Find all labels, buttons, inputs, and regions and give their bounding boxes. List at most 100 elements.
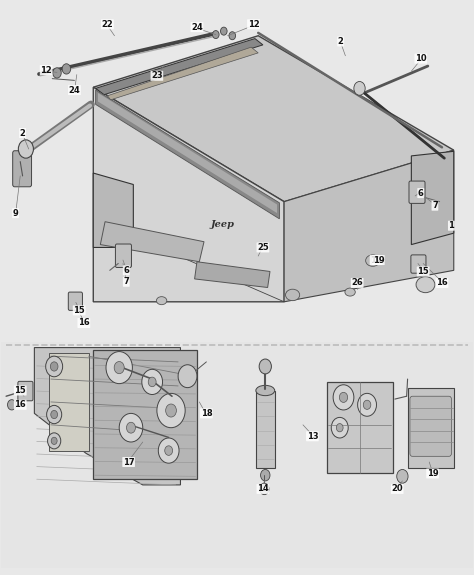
Ellipse shape [156, 297, 167, 305]
Text: 24: 24 [191, 22, 203, 32]
Text: 23: 23 [151, 71, 163, 80]
Text: 9: 9 [13, 209, 18, 217]
Text: Jeep: Jeep [211, 220, 235, 229]
Text: 10: 10 [415, 54, 427, 63]
Text: 18: 18 [201, 409, 212, 418]
FancyBboxPatch shape [411, 255, 426, 273]
Circle shape [354, 82, 365, 95]
Ellipse shape [286, 290, 296, 298]
Polygon shape [98, 93, 277, 213]
Text: 12: 12 [40, 66, 52, 75]
Circle shape [261, 469, 270, 481]
Circle shape [178, 365, 197, 388]
Text: 20: 20 [392, 484, 403, 493]
Polygon shape [93, 36, 454, 202]
Circle shape [51, 411, 57, 419]
Circle shape [212, 30, 219, 39]
Circle shape [18, 140, 34, 158]
Circle shape [397, 469, 408, 483]
Text: 24: 24 [69, 86, 80, 94]
Text: 16: 16 [78, 319, 90, 328]
Circle shape [46, 356, 63, 377]
Ellipse shape [345, 288, 356, 296]
Circle shape [229, 32, 236, 40]
Polygon shape [48, 353, 89, 451]
Text: 19: 19 [373, 255, 384, 264]
Circle shape [165, 404, 176, 417]
Circle shape [51, 437, 57, 444]
Circle shape [165, 446, 173, 455]
Polygon shape [195, 262, 270, 288]
Circle shape [106, 351, 132, 384]
Text: 1: 1 [448, 221, 455, 230]
Polygon shape [100, 222, 204, 262]
Text: 22: 22 [101, 20, 113, 29]
Polygon shape [108, 47, 258, 100]
Polygon shape [93, 87, 284, 302]
Circle shape [337, 424, 343, 432]
Circle shape [363, 400, 371, 409]
Ellipse shape [365, 255, 380, 266]
Polygon shape [35, 347, 181, 485]
FancyBboxPatch shape [410, 396, 451, 457]
Text: 16: 16 [436, 278, 448, 288]
Text: 12: 12 [247, 20, 259, 29]
Polygon shape [408, 388, 454, 467]
Text: 15: 15 [14, 386, 26, 395]
Circle shape [157, 393, 185, 428]
Polygon shape [93, 219, 284, 302]
Text: 19: 19 [427, 469, 438, 478]
Text: 6: 6 [418, 189, 424, 198]
Text: 14: 14 [257, 484, 269, 493]
Text: 17: 17 [123, 458, 135, 466]
Text: 15: 15 [417, 267, 429, 276]
Polygon shape [96, 90, 279, 219]
Text: 2: 2 [338, 37, 344, 46]
Polygon shape [96, 39, 263, 95]
Polygon shape [411, 151, 454, 244]
Text: 26: 26 [351, 278, 363, 288]
Polygon shape [93, 173, 133, 247]
Circle shape [114, 362, 124, 374]
Text: 6: 6 [123, 266, 129, 275]
Polygon shape [327, 382, 392, 473]
Circle shape [142, 369, 163, 394]
Polygon shape [256, 390, 275, 467]
FancyBboxPatch shape [1, 342, 473, 568]
FancyBboxPatch shape [68, 292, 82, 311]
Ellipse shape [256, 385, 275, 396]
Circle shape [127, 422, 136, 433]
Text: 13: 13 [307, 432, 318, 441]
FancyBboxPatch shape [13, 151, 32, 187]
Ellipse shape [416, 277, 435, 293]
Polygon shape [93, 350, 197, 479]
Circle shape [260, 483, 269, 494]
FancyBboxPatch shape [18, 381, 33, 401]
Circle shape [339, 392, 347, 402]
Circle shape [53, 68, 61, 78]
Ellipse shape [285, 289, 300, 301]
Circle shape [8, 400, 16, 410]
FancyBboxPatch shape [409, 181, 425, 204]
Circle shape [47, 433, 61, 449]
Circle shape [331, 417, 348, 438]
Circle shape [158, 438, 179, 463]
Circle shape [50, 362, 58, 371]
Circle shape [148, 377, 156, 387]
Text: 15: 15 [73, 306, 85, 315]
Polygon shape [284, 150, 454, 302]
Circle shape [119, 413, 143, 442]
Text: 25: 25 [257, 243, 269, 252]
Text: 7: 7 [123, 277, 129, 286]
Text: 2: 2 [19, 128, 26, 137]
Circle shape [220, 27, 227, 35]
Circle shape [62, 64, 71, 74]
Circle shape [357, 393, 376, 416]
Text: 7: 7 [432, 201, 438, 210]
Text: 19: 19 [370, 255, 382, 264]
Circle shape [333, 385, 354, 410]
Circle shape [46, 405, 62, 424]
Text: 16: 16 [14, 400, 26, 409]
Circle shape [259, 359, 272, 374]
FancyBboxPatch shape [116, 244, 131, 267]
